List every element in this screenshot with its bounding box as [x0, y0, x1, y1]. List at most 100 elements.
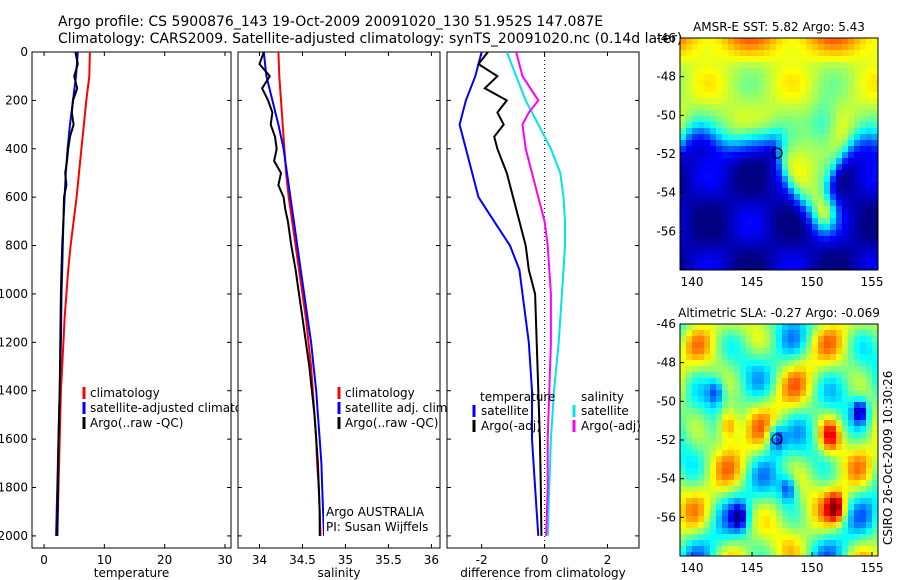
map-cell [806, 540, 813, 547]
map-cell [716, 44, 723, 51]
map-cell [860, 528, 867, 535]
map-cell [866, 110, 873, 117]
map-cell [734, 68, 741, 75]
map-cell [728, 98, 735, 105]
map-cell [866, 498, 873, 505]
map-cell [752, 480, 759, 487]
map-cell [728, 414, 735, 421]
map-cell [800, 510, 807, 517]
map-cell [794, 74, 801, 81]
map-cell [794, 248, 801, 255]
map-cell [710, 122, 717, 129]
map-cell [740, 56, 747, 63]
map-cell [710, 218, 717, 225]
map-cell [770, 468, 777, 475]
map-cell [806, 342, 813, 349]
map-cell [716, 188, 723, 195]
map-cell [806, 420, 813, 427]
map-cell [698, 384, 705, 391]
map-cell [728, 170, 735, 177]
map-cell [782, 402, 789, 409]
map-cell [686, 194, 693, 201]
map-cell [788, 438, 795, 445]
map-cell [818, 230, 825, 237]
map-cell [698, 390, 705, 397]
map-cell [758, 396, 765, 403]
map-cell [680, 206, 687, 213]
map-cell [734, 230, 741, 237]
map-cell [704, 74, 711, 81]
map-cell [722, 336, 729, 343]
map-cell [824, 456, 831, 463]
map-cell [860, 330, 867, 337]
map-cell [788, 62, 795, 69]
map-cell [710, 444, 717, 451]
map-cell [728, 492, 735, 499]
map-cell [848, 510, 855, 517]
map-cell [830, 188, 837, 195]
map-cell [770, 236, 777, 243]
map-cell [842, 80, 849, 87]
map-cell [806, 86, 813, 93]
map-cell [836, 474, 843, 481]
map-cell [848, 330, 855, 337]
map-cell [848, 366, 855, 373]
map-cell [788, 510, 795, 517]
map-cell [746, 450, 753, 457]
map-cell [866, 104, 873, 111]
map-cell [854, 92, 861, 99]
map-cell [770, 456, 777, 463]
map-cell [752, 110, 759, 117]
map-cell [842, 444, 849, 451]
map-cell [740, 366, 747, 373]
map-cell [704, 200, 711, 207]
map-cell [824, 80, 831, 87]
map-cell [728, 456, 735, 463]
map-cell [698, 462, 705, 469]
map-cell [710, 74, 717, 81]
map-cell [746, 330, 753, 337]
map-cell [722, 372, 729, 379]
map-cell [812, 188, 819, 195]
map-cell [716, 140, 723, 147]
map-cell [872, 474, 879, 481]
map-cell [824, 236, 831, 243]
map-cell [734, 134, 741, 141]
map-cell [854, 396, 861, 403]
map-cell [764, 128, 771, 135]
map-cell [806, 206, 813, 213]
map-cell [830, 104, 837, 111]
map-cell [722, 218, 729, 225]
map-cell [764, 462, 771, 469]
map-cell [746, 254, 753, 261]
map-cell [836, 206, 843, 213]
map-cell [722, 110, 729, 117]
map-cell [704, 372, 711, 379]
x-axis-label: difference from climatology [460, 566, 626, 580]
map-cell [704, 212, 711, 219]
map-cell [686, 56, 693, 63]
map-cell [686, 218, 693, 225]
map-cell [788, 104, 795, 111]
map-cell [752, 152, 759, 159]
map-cell [836, 486, 843, 493]
map-cell [704, 522, 711, 529]
legend-heading-salinity: salinity [581, 390, 624, 404]
map-cell [776, 384, 783, 391]
map-cell [698, 456, 705, 463]
map-cell [794, 224, 801, 231]
map-cell [848, 504, 855, 511]
map-cell [872, 104, 879, 111]
map-cell [860, 254, 867, 261]
map-cell [770, 68, 777, 75]
map-cell [764, 390, 771, 397]
map-cell [716, 236, 723, 243]
map-cell [782, 56, 789, 63]
map-cell [698, 492, 705, 499]
map-cell [692, 170, 699, 177]
map-cell [872, 170, 879, 177]
map-cell [818, 44, 825, 51]
map-cell [812, 402, 819, 409]
map-cell [698, 74, 705, 81]
timestamp-label: CSIRO 26-Oct-2009 10:30:26 [881, 371, 895, 545]
